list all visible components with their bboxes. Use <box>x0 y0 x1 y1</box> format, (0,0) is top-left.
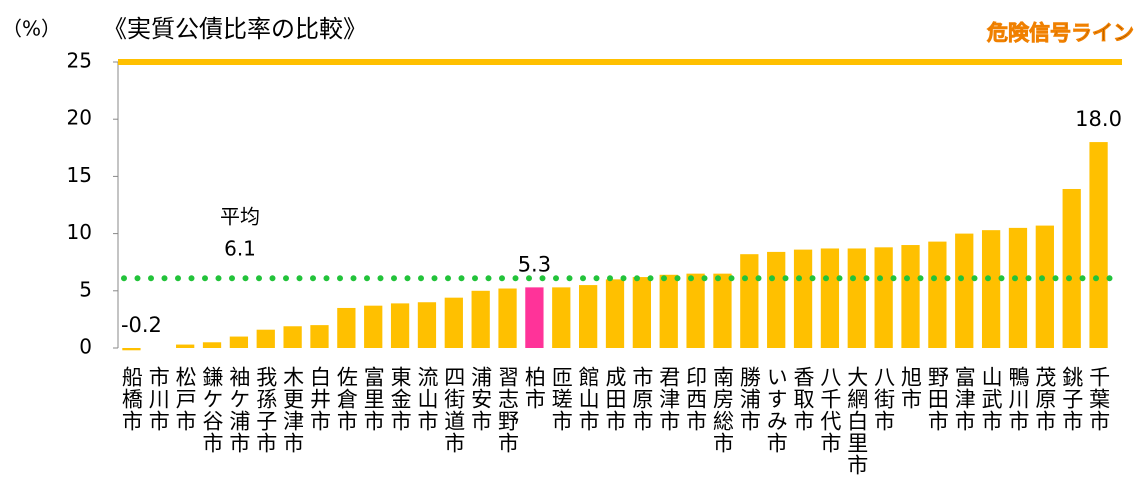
bar <box>1062 188 1081 348</box>
bar <box>740 254 759 348</box>
bar <box>525 287 544 348</box>
x-tick-label: 旭市 <box>899 366 923 410</box>
bar <box>901 245 920 348</box>
x-tick-label: 山武市 <box>979 366 1003 432</box>
bar <box>337 307 356 348</box>
x-tick-label: 勝浦市 <box>737 366 761 432</box>
x-tick-label: 木更津市 <box>281 366 305 454</box>
chart-title: 《実質公債比率の比較》 <box>103 15 367 43</box>
x-tick-label: 成田市 <box>603 366 627 432</box>
average-value: 6.1 <box>224 237 256 261</box>
x-tick-label: 茂原市 <box>1033 366 1057 432</box>
bar <box>364 305 383 348</box>
x-tick-label: 南房総市 <box>710 366 734 454</box>
x-tick-label: 四街道市 <box>442 366 466 454</box>
bar <box>283 326 302 348</box>
bar <box>552 287 571 348</box>
bar <box>444 297 463 348</box>
bar <box>1008 227 1028 348</box>
bar <box>498 288 517 348</box>
data-label: 18.0 <box>1075 107 1122 131</box>
x-tick-label: 船橋市 <box>119 366 143 432</box>
bar <box>847 248 866 348</box>
y-tick-label: 10 <box>67 220 92 244</box>
bar <box>122 348 141 351</box>
y-tick-label: 25 <box>67 49 92 73</box>
x-tick-label: 浦安市 <box>469 366 493 432</box>
bar <box>928 241 947 348</box>
data-label: 5.3 <box>518 252 551 276</box>
x-tick-label: 八街市 <box>872 366 896 432</box>
danger-label: 危険信号ライン <box>987 21 1134 45</box>
bar <box>793 249 813 348</box>
x-tick-label: 鴨川市 <box>1006 366 1030 432</box>
bar <box>579 285 598 348</box>
x-tick-label: 白井市 <box>307 366 331 432</box>
bar <box>605 279 625 348</box>
x-tick-label: いすみ市 <box>764 366 788 454</box>
y-tick-label: 0 <box>79 335 92 359</box>
bar <box>1035 225 1054 348</box>
y-axis-label: （%） <box>2 17 61 41</box>
x-tick-label: 市川市 <box>146 366 170 432</box>
bar <box>229 336 249 348</box>
x-tick-label: 我孫子市 <box>254 366 278 454</box>
bar <box>471 290 490 348</box>
x-tick-label: 佐倉市 <box>334 366 358 432</box>
bar <box>820 248 840 348</box>
x-tick-label: 富里市 <box>361 366 385 432</box>
x-tick-label: 八千代市 <box>818 366 842 454</box>
bar <box>176 344 195 348</box>
bar <box>310 325 329 348</box>
bar <box>256 329 275 348</box>
x-tick-label: 香取市 <box>791 366 815 432</box>
bar <box>390 303 410 348</box>
average-label: 平均 <box>220 205 260 229</box>
x-tick-label: 東金市 <box>388 366 412 432</box>
x-tick-label: 市原市 <box>630 366 654 432</box>
bar <box>981 230 1001 348</box>
x-tick-label: 流山市 <box>415 366 439 432</box>
x-tick-label: 習志野市 <box>496 366 520 454</box>
x-tick-label: 袖ケ浦市 <box>227 366 251 454</box>
bar <box>767 251 786 348</box>
data-label: -0.2 <box>121 313 162 337</box>
bar <box>632 277 651 348</box>
x-tick-label: 匝瑳市 <box>549 366 573 432</box>
x-tick-label: 君津市 <box>657 366 681 432</box>
y-tick-label: 5 <box>79 277 92 301</box>
bar <box>1089 142 1108 348</box>
bar <box>713 273 732 348</box>
x-tick-label: 印西市 <box>684 366 708 432</box>
x-tick-label: 松戸市 <box>173 366 197 432</box>
x-tick-label: 大網白里市 <box>845 366 869 476</box>
x-tick-label: 鎌ケ谷市 <box>200 366 224 454</box>
y-tick-label: 20 <box>67 106 92 130</box>
x-tick-label: 柏市 <box>522 366 546 410</box>
bar <box>874 247 893 348</box>
y-tick-label: 15 <box>67 163 92 187</box>
bar <box>417 302 437 348</box>
x-tick-label: 富津市 <box>952 366 976 432</box>
x-tick-label: 館山市 <box>576 366 600 432</box>
x-tick-label: 銚子市 <box>1060 366 1084 432</box>
x-tick-label: 野田市 <box>925 366 949 432</box>
bar <box>686 273 705 348</box>
x-tick-label: 千葉市 <box>1087 366 1111 432</box>
bar <box>202 342 222 348</box>
bar <box>659 274 678 348</box>
bar <box>955 233 974 348</box>
